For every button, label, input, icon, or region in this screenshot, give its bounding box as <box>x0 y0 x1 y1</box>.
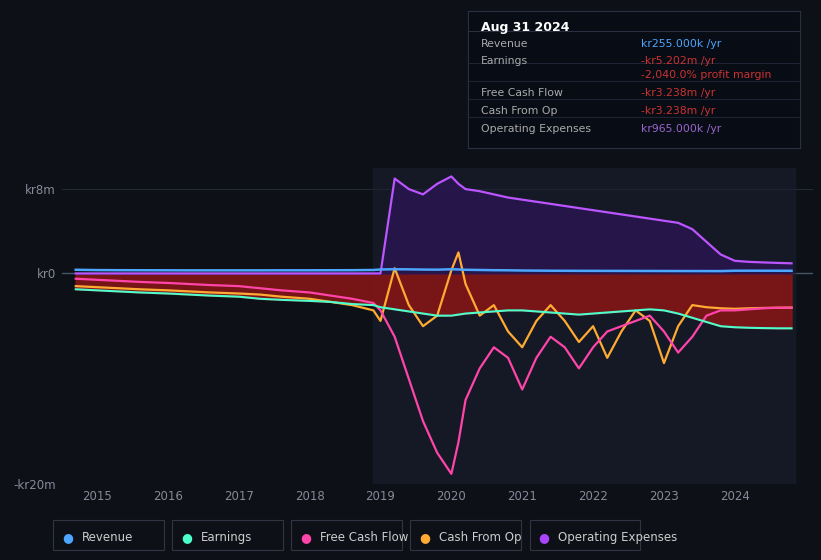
Text: Revenue: Revenue <box>82 531 134 544</box>
Text: Earnings: Earnings <box>481 57 529 67</box>
Text: -kr3.238m /yr: -kr3.238m /yr <box>641 88 715 98</box>
Text: Cash From Op: Cash From Op <box>481 106 557 116</box>
Text: Revenue: Revenue <box>481 39 529 49</box>
Text: Operating Expenses: Operating Expenses <box>481 124 591 134</box>
Text: kr965.000k /yr: kr965.000k /yr <box>641 124 721 134</box>
Text: Earnings: Earnings <box>201 531 253 544</box>
Text: ●: ● <box>62 531 73 544</box>
Text: -kr3.238m /yr: -kr3.238m /yr <box>641 106 715 116</box>
Text: Aug 31 2024: Aug 31 2024 <box>481 21 570 34</box>
Text: Free Cash Flow: Free Cash Flow <box>320 531 409 544</box>
Text: -kr5.202m /yr: -kr5.202m /yr <box>641 57 715 67</box>
Text: ●: ● <box>300 531 311 544</box>
Text: ●: ● <box>181 531 192 544</box>
Text: Cash From Op: Cash From Op <box>439 531 521 544</box>
Text: ●: ● <box>419 531 430 544</box>
Text: Operating Expenses: Operating Expenses <box>558 531 677 544</box>
Text: Free Cash Flow: Free Cash Flow <box>481 88 563 98</box>
Text: ●: ● <box>538 531 549 544</box>
Text: kr255.000k /yr: kr255.000k /yr <box>641 39 721 49</box>
Bar <box>374 168 795 484</box>
Text: -2,040.0% profit margin: -2,040.0% profit margin <box>641 70 771 80</box>
